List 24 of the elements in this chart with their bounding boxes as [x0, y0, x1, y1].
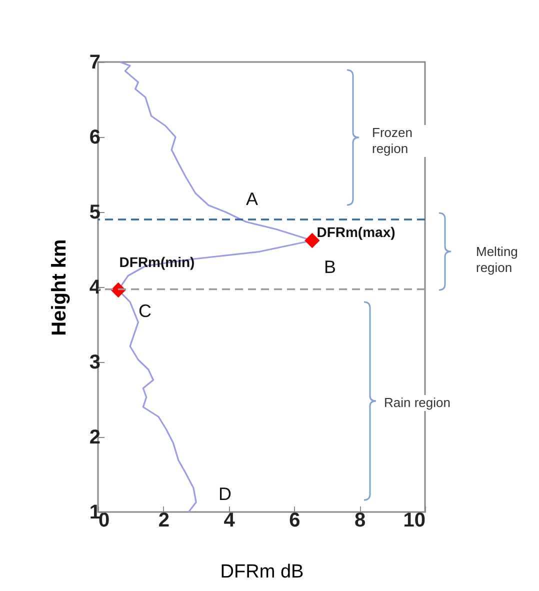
y-tick-label: 5 — [89, 202, 100, 224]
x-tick-label: 4 — [224, 510, 236, 532]
text: Melting region — [476, 244, 536, 276]
x-tick-label: 8 — [354, 510, 366, 532]
y-tick-label: 4 — [89, 276, 102, 298]
x-axis-title: DFRm dB — [220, 562, 304, 582]
annotation: Rain region — [384, 395, 450, 411]
y-tick-label: 6 — [89, 126, 100, 148]
y-tick-label: 3 — [89, 352, 100, 374]
x-tick-label: 0 — [98, 510, 110, 532]
y-axis-title: Height km — [48, 239, 70, 336]
x-tick-label: 2 — [158, 510, 170, 532]
x-tick-label: 6 — [289, 510, 300, 532]
y-tick-label: 7 — [89, 52, 100, 74]
annotation: C — [138, 301, 152, 323]
x-tick-label: 10 — [403, 510, 426, 532]
annotation: D — [218, 484, 232, 506]
annotation: B — [324, 257, 336, 279]
annotation: A — [246, 189, 258, 211]
annotation: Frozen region — [372, 125, 432, 157]
y-tick-label: 2 — [89, 426, 100, 448]
annotation: DFRm(min) — [119, 254, 195, 270]
annotation: DFRm(max) — [316, 224, 396, 240]
y-tick-label: 1 — [89, 502, 100, 524]
